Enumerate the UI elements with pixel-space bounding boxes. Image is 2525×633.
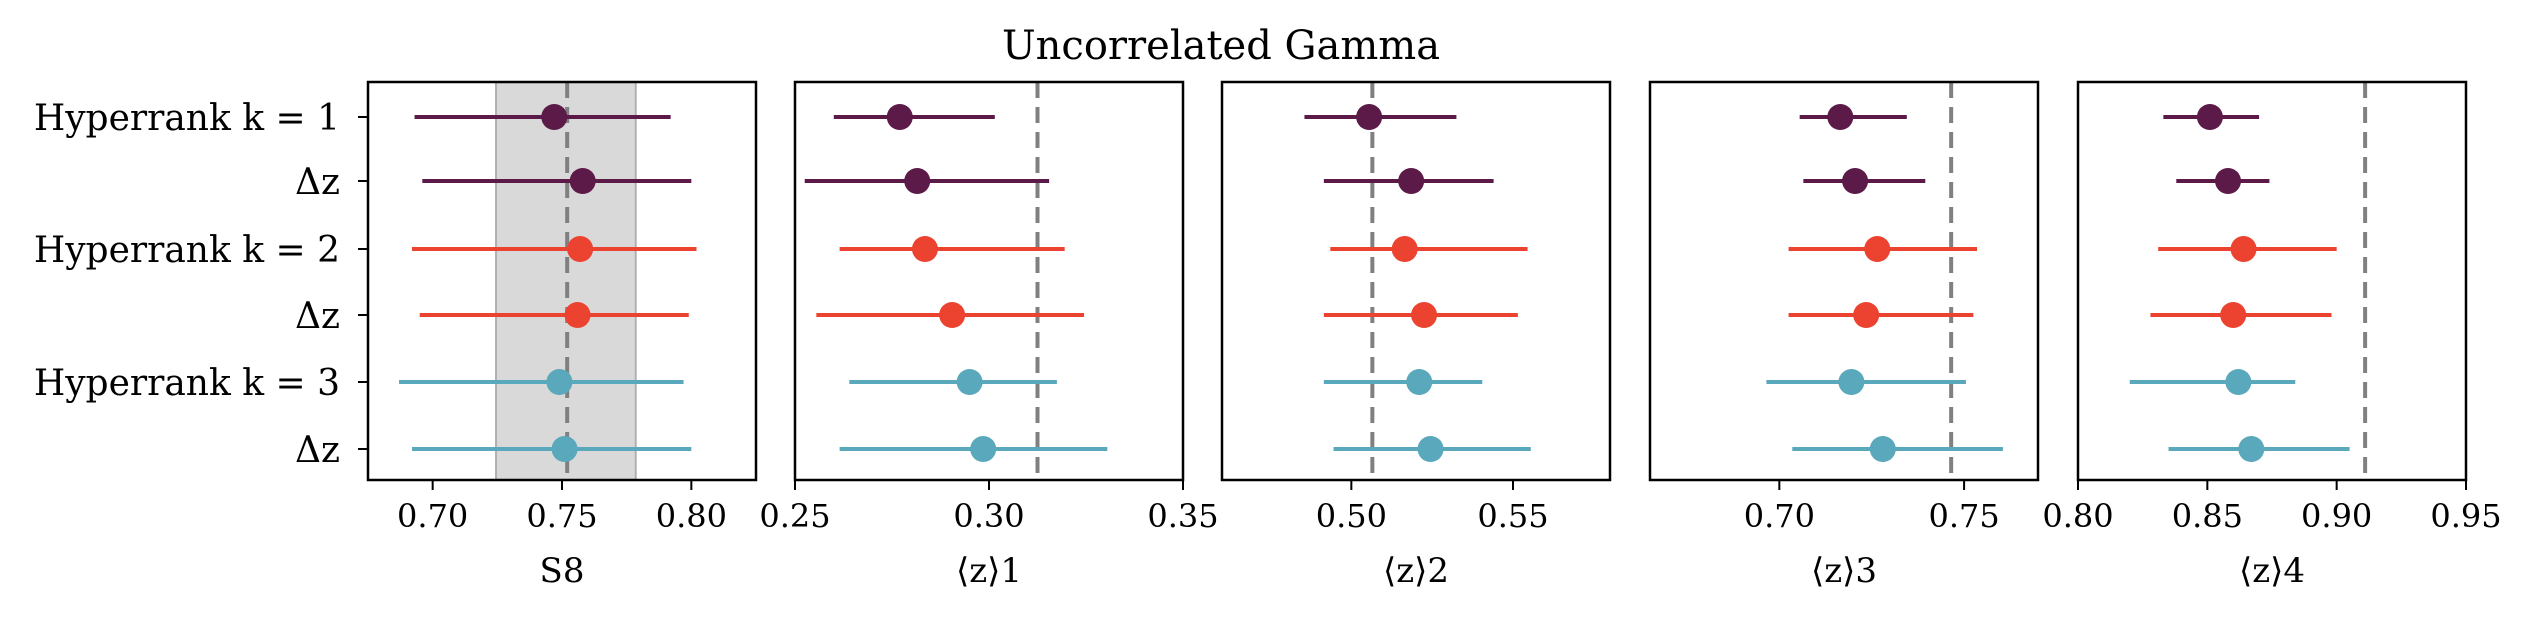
row-labels: Hyperrank k = 1 Δz Hyperrank k = 2 Δz Hyperr… xyxy=(34,98,340,471)
data-point xyxy=(1411,302,1438,328)
data-point xyxy=(1869,436,1896,462)
x-axis-label: ⟨z⟩1 xyxy=(956,551,1022,591)
data-point xyxy=(1417,436,1444,462)
x-tick-label: 0.50 xyxy=(1316,497,1387,535)
data-point xyxy=(546,369,573,395)
data-point xyxy=(569,168,596,194)
row-label: Hyperrank k = 1 xyxy=(34,98,340,139)
data-point xyxy=(1398,168,1425,194)
panel-1: 0.70 0.75 0.80 S8 xyxy=(358,80,758,591)
data-point xyxy=(1838,369,1865,395)
x-tick-label: 0.85 xyxy=(2172,497,2243,535)
x-tick-label: 0.80 xyxy=(656,497,727,535)
data-point xyxy=(2230,236,2257,262)
x-tick-label: 0.30 xyxy=(953,497,1024,535)
x-tick-label: 0.55 xyxy=(1477,497,1548,535)
x-axis-label: ⟨z⟩3 xyxy=(1811,551,1877,591)
panel-3: 0.50 0.55 ⟨z⟩2 xyxy=(1220,80,1612,591)
x-tick-label: 0.75 xyxy=(1928,497,1999,535)
data-point xyxy=(2196,104,2223,130)
panels: 0.70 0.75 0.80 S8 0.25 0.30 0.35 ⟨z⟩1 0.50 0.55 ⟨z… xyxy=(358,80,2502,591)
data-point xyxy=(2220,302,2247,328)
x-tick-label: 0.80 xyxy=(2042,497,2113,535)
chart-title: Uncorrelated Gamma xyxy=(1002,23,1440,69)
row-label: Δz xyxy=(295,430,340,471)
row-label: Δz xyxy=(295,296,340,337)
row-label: Δz xyxy=(295,162,340,203)
data-point xyxy=(1406,369,1433,395)
data-point xyxy=(551,436,578,462)
data-point xyxy=(1853,302,1880,328)
panel-2: 0.25 0.30 0.35 ⟨z⟩1 xyxy=(759,80,1219,591)
axes-frame xyxy=(793,80,1185,482)
x-axis-label: S8 xyxy=(540,551,585,591)
data-point xyxy=(970,436,997,462)
axes-frame xyxy=(2076,80,2468,482)
x-axis-label: ⟨z⟩4 xyxy=(2239,551,2305,591)
data-point xyxy=(1864,236,1891,262)
x-tick-label: 0.70 xyxy=(1744,497,1815,535)
x-tick-label: 0.90 xyxy=(2301,497,2372,535)
data-point xyxy=(1356,104,1383,130)
axes-frame xyxy=(1220,80,1612,482)
data-point xyxy=(1827,104,1854,130)
x-tick-label: 0.70 xyxy=(397,497,468,535)
data-point xyxy=(1842,168,1869,194)
data-point xyxy=(2225,369,2252,395)
data-point xyxy=(564,302,591,328)
data-point xyxy=(911,236,938,262)
panel-5: 0.80 0.85 0.90 0.95 ⟨z⟩4 xyxy=(2042,80,2502,591)
data-point xyxy=(1391,236,1418,262)
x-tick-label: 0.75 xyxy=(526,497,597,535)
x-tick-label: 0.95 xyxy=(2430,497,2501,535)
data-point xyxy=(939,302,966,328)
data-point xyxy=(956,369,983,395)
row-label: Hyperrank k = 3 xyxy=(34,363,340,404)
x-axis-label: ⟨z⟩2 xyxy=(1383,551,1449,591)
data-point xyxy=(2215,168,2242,194)
data-point xyxy=(567,236,594,262)
data-point xyxy=(886,104,913,130)
data-point xyxy=(2238,436,2265,462)
axes-frame xyxy=(1648,80,2040,482)
data-point xyxy=(904,168,931,194)
data-point xyxy=(541,104,568,130)
row-label: Hyperrank k = 2 xyxy=(34,230,340,271)
panel-4: 0.70 0.75 ⟨z⟩3 xyxy=(1648,80,2040,591)
x-tick-label: 0.35 xyxy=(1147,497,1218,535)
x-tick-label: 0.25 xyxy=(759,497,830,535)
